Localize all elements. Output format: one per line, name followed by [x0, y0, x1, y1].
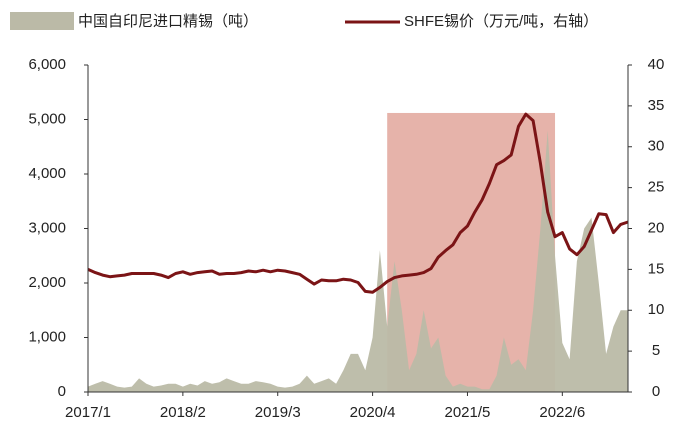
legend-label: SHFE锡价（万元/吨，右轴） [404, 13, 598, 30]
y2-tick-label: 35 [648, 97, 665, 114]
y-tick-label: 3,000 [28, 219, 66, 236]
area [88, 130, 628, 392]
y2-tick-label: 10 [648, 301, 665, 318]
y2-tick-label: 0 [652, 383, 660, 400]
highlight-box [387, 112, 556, 393]
x-tick-label: 2019/3 [255, 404, 301, 421]
y2-tick-label: 5 [652, 342, 660, 359]
line [87, 112, 629, 294]
y2-tick-label: 15 [648, 260, 665, 277]
y-tick-label: 0 [58, 383, 66, 400]
x-tick-label: 2020/4 [350, 404, 396, 421]
y2-tick-label: 25 [648, 179, 665, 196]
y-tick-label: 6,000 [28, 56, 66, 73]
y2-tick-label: 30 [648, 138, 665, 155]
x-tick-label: 2018/2 [160, 404, 206, 421]
x-tick-label: 2021/5 [445, 404, 491, 421]
x-tick-label: 2022/6 [539, 404, 585, 421]
legend-swatch [10, 12, 74, 30]
y-tick-label: 5,000 [28, 110, 66, 127]
legend-label: 中国自印尼进口精锡（吨） [78, 13, 258, 30]
x-tick-label: 2017/1 [65, 404, 111, 421]
y2-tick-label: 20 [648, 219, 665, 236]
y-tick-label: 4,000 [28, 165, 66, 182]
y-tick-label: 2,000 [28, 274, 66, 291]
y2-tick-label: 40 [648, 56, 665, 73]
y-tick-label: 1,000 [28, 328, 66, 345]
